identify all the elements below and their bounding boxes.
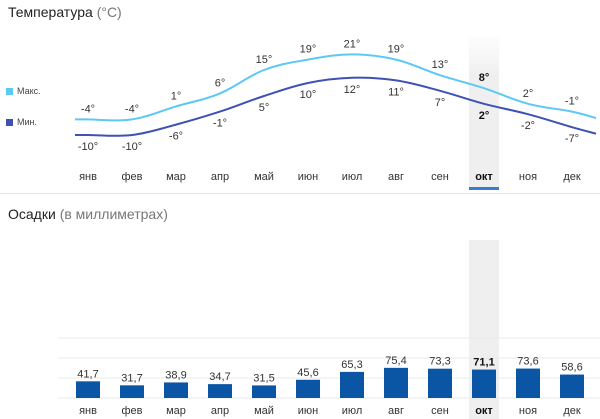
- series-line-max: [75, 53, 597, 122]
- precip-value-label: 65,3: [341, 359, 362, 371]
- month-tick-label: авг: [388, 405, 404, 417]
- precip-bar: [252, 385, 276, 398]
- month-tick-label: июл: [342, 405, 363, 417]
- month-tick-label: сен: [431, 171, 449, 183]
- max-temp-label: 19°: [388, 44, 405, 56]
- section-divider: [0, 193, 600, 194]
- precip-bar: [384, 367, 408, 398]
- precip-value-label: 38,9: [165, 369, 186, 381]
- min-temp-label: -1°: [213, 118, 227, 130]
- min-temp-label: -10°: [78, 141, 98, 153]
- month-tick-label: июл: [342, 171, 363, 183]
- precip-value-label: 71,1: [473, 357, 494, 369]
- precip-value-label: 58,6: [561, 362, 582, 374]
- legend-min: Мин.: [6, 117, 37, 127]
- temperature-chart: -4° -4° 1° 6° 15° 19° 21° 19° 13° 8° 2° -1° -10° -10°…: [75, 38, 597, 190]
- precip-value-label: 73,6: [517, 356, 538, 368]
- precip-value-label: 73,3: [429, 356, 450, 368]
- legend-min-swatch: [6, 118, 13, 126]
- month-tick-label: авг: [388, 171, 404, 183]
- selected-month-indicator: [469, 187, 499, 190]
- precip-bar: [428, 368, 452, 398]
- month-tick-label: июн: [298, 171, 318, 183]
- precipitation-unit: (в миллиметрах): [59, 206, 168, 222]
- min-temp-label: 10°: [300, 89, 317, 101]
- min-temp-label: -2°: [521, 120, 535, 132]
- max-temp-label: 2°: [523, 88, 534, 100]
- min-temp-label: 12°: [344, 84, 361, 96]
- min-temp-label: 7°: [435, 97, 446, 109]
- precipitation-title-text: Осадки: [8, 206, 56, 222]
- month-tick-label: апр: [211, 405, 229, 417]
- temperature-title-text: Температура: [8, 4, 93, 20]
- month-tick-label: дек: [563, 171, 581, 183]
- month-tick-label: май: [254, 405, 274, 417]
- month-tick-label: ноя: [519, 405, 537, 417]
- month-tick-label: ноя: [519, 171, 537, 183]
- month-tick-label: май: [254, 171, 274, 183]
- max-temp-label: -1°: [565, 96, 579, 108]
- month-tick-label: фев: [121, 405, 142, 417]
- precip-value-label: 75,4: [385, 355, 406, 367]
- temperature-unit: (°C): [96, 4, 122, 20]
- precip-bar: [516, 368, 540, 398]
- month-tick-label: сен: [431, 405, 449, 417]
- month-tick-label: янв: [79, 171, 97, 183]
- month-tick-label: апр: [211, 171, 229, 183]
- temperature-title: Температура (°C): [8, 4, 122, 20]
- legend-max-label: Макс.: [17, 86, 41, 96]
- month-tick-label: окт: [475, 405, 493, 417]
- precip-value-label: 31,5: [253, 372, 274, 384]
- precip-bar: [560, 374, 584, 398]
- month-tick-label: янв: [79, 405, 97, 417]
- month-tick-label: мар: [166, 171, 186, 183]
- min-temp-label: 2°: [479, 110, 490, 122]
- max-temp-label: 6°: [215, 77, 226, 89]
- precip-bar: [296, 379, 320, 398]
- max-temp-label: 13°: [432, 59, 449, 71]
- precip-value-label: 45,6: [297, 367, 318, 379]
- legend-max-swatch: [6, 87, 13, 95]
- month-tick-label: фев: [121, 171, 142, 183]
- max-temp-label: 15°: [256, 54, 273, 66]
- precipitation-title: Осадки (в миллиметрах): [8, 206, 168, 222]
- precip-value-label: 31,7: [121, 372, 142, 384]
- series-line-min: [75, 76, 597, 137]
- precip-bar: [164, 382, 188, 398]
- precip-bar: [76, 381, 100, 398]
- month-tick-label: окт: [475, 171, 493, 183]
- max-temp-label: 8°: [479, 72, 490, 84]
- precip-bar: [120, 385, 144, 398]
- max-temp-label: -4°: [81, 103, 95, 115]
- legend-min-label: Мин.: [17, 117, 37, 127]
- month-tick-label: мар: [166, 405, 186, 417]
- min-temp-label: -7°: [565, 133, 579, 145]
- max-temp-label: -4°: [125, 103, 139, 115]
- max-temp-label: 19°: [300, 44, 317, 56]
- min-temp-label: 11°: [388, 86, 404, 98]
- min-temp-label: 5°: [259, 102, 270, 114]
- max-temp-label: 1°: [171, 90, 182, 102]
- precip-bar: [340, 371, 364, 398]
- precip-bar: [208, 384, 232, 398]
- precip-value-label: 34,7: [209, 371, 230, 383]
- month-tick-label: дек: [563, 405, 581, 417]
- min-temp-label: -6°: [169, 131, 183, 143]
- precip-value-label: 41,7: [77, 368, 98, 380]
- min-temp-label: -10°: [122, 141, 142, 153]
- selected-month-highlight: [469, 38, 499, 190]
- legend-max: Макс.: [6, 86, 41, 96]
- month-tick-label: июн: [298, 405, 318, 417]
- max-temp-label: 21°: [344, 38, 361, 50]
- precip-bar: [472, 369, 496, 398]
